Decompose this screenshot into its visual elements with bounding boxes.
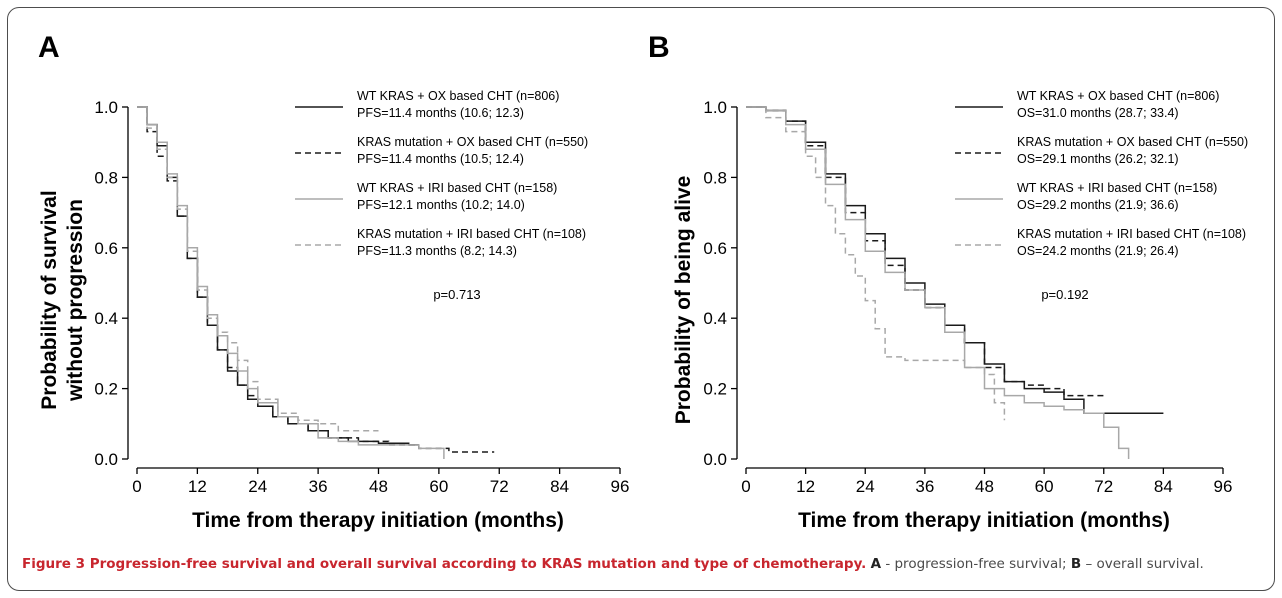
legend-median: PFS=11.3 months (8.2; 14.3) [357, 244, 517, 258]
legend-median: OS=29.2 months (21.9; 36.6) [1017, 198, 1179, 212]
legend-median: OS=29.1 months (26.2; 32.1) [1017, 152, 1179, 166]
y-tick-label: 0.6 [94, 239, 118, 258]
legend: WT KRAS + OX based CHT (n=806) OS=31.0 mo… [955, 89, 1248, 258]
x-tick-label: 72 [490, 477, 509, 496]
y-tick-label: 1.0 [94, 98, 118, 117]
series-curve-2 [137, 106, 495, 453]
caption-title: Figure 3 Progression-free survival and o… [22, 556, 866, 572]
series-curve-3 [137, 106, 445, 459]
legend-median: OS=31.0 months (28.7; 33.4) [1017, 106, 1179, 120]
panel-letter: B [648, 31, 670, 64]
legend-label: KRAS mutation + OX based CHT (n=550) [1017, 135, 1248, 149]
x-axis-title: Time from therapy initiation (months) [192, 509, 564, 532]
x-axis-title: Time from therapy initiation (months) [798, 509, 1170, 532]
legend-label: KRAS mutation + OX based CHT (n=550) [357, 135, 588, 149]
x-tick-label: 0 [741, 477, 750, 496]
panel-letter: A [38, 31, 60, 64]
x-tick-label: 60 [429, 477, 448, 496]
legend: WT KRAS + OX based CHT (n=806) PFS=11.4 m… [295, 89, 588, 258]
caption-b-text: – overall survival. [1085, 556, 1204, 572]
caption-title-text: Progression-free survival and overall su… [89, 556, 867, 572]
x-tick-label: 24 [248, 477, 267, 496]
x-tick-label: 12 [188, 477, 207, 496]
legend-label: WT KRAS + IRI based CHT (n=158) [1017, 181, 1217, 195]
legend-label: KRAS mutation + IRI based CHT (n=108) [1017, 227, 1246, 241]
x-tick-label: 12 [796, 477, 815, 496]
y-tick-label: 0.8 [703, 168, 727, 187]
axes: 0 12 24 36 48 60 72 84 96 0.0 0.2 0.4 0.6 0.8 1.0 [94, 98, 629, 496]
x-tick-label: 60 [1035, 477, 1054, 496]
y-tick-label: 0.6 [703, 239, 727, 258]
x-tick-label: 24 [856, 477, 875, 496]
series-curve-3 [746, 106, 1130, 459]
y-tick-label: 0.2 [94, 380, 118, 399]
x-tick-label: 36 [309, 477, 328, 496]
chart-panel-a: A Probability of survival without progre… [38, 31, 629, 532]
y-tick-label: 1.0 [703, 98, 727, 117]
legend-median: PFS=12.1 months (10.2; 14.0) [357, 198, 525, 212]
x-tick-label: 96 [1214, 477, 1233, 496]
legend-label: WT KRAS + OX based CHT (n=806) [357, 89, 559, 103]
series-curve-4 [746, 106, 1006, 421]
survival-curves [746, 106, 1164, 459]
caption-a-text: - progression-free survival; [885, 556, 1067, 572]
y-tick-label: 0.0 [703, 450, 727, 469]
axes: 0 12 24 36 48 60 72 84 96 0.0 0.2 0.4 0.6 0.8 1.0 [703, 98, 1232, 496]
legend-median: OS=24.2 months (21.9; 26.4) [1017, 244, 1179, 258]
x-tick-label: 48 [369, 477, 388, 496]
y-axis-title: Probability of being alive [672, 176, 695, 425]
legend-label: WT KRAS + OX based CHT (n=806) [1017, 89, 1219, 103]
y-tick-label: 0.4 [703, 309, 727, 328]
series-curve-4 [137, 106, 379, 432]
legend-median: PFS=11.4 months (10.5; 12.4) [357, 152, 524, 166]
y-tick-label: 0.2 [703, 380, 727, 399]
figure-caption: Figure 3 Progression-free survival and o… [22, 554, 1262, 574]
caption-b-letter: B [1070, 556, 1082, 572]
caption-a-letter: A [870, 556, 882, 572]
x-tick-label: 72 [1094, 477, 1113, 496]
survival-curves [137, 106, 495, 459]
legend-median: PFS=11.4 months (10.6; 12.3) [357, 106, 524, 120]
y-axis-title-line1: Probability of survival [38, 190, 61, 409]
y-tick-label: 0.8 [94, 168, 118, 187]
y-axis-title-line2: without progression [64, 199, 87, 402]
x-tick-label: 96 [611, 477, 630, 496]
legend-label: KRAS mutation + IRI based CHT (n=108) [357, 227, 586, 241]
x-tick-label: 48 [975, 477, 994, 496]
x-tick-label: 84 [1154, 477, 1173, 496]
p-value-label: p=0.192 [1041, 287, 1088, 302]
figure-frame [7, 7, 1275, 591]
x-tick-label: 36 [915, 477, 934, 496]
chart-panel-b: B Probability of being alive Time from t… [648, 31, 1248, 532]
p-value-label: p=0.713 [433, 287, 480, 302]
x-tick-label: 0 [132, 477, 141, 496]
y-tick-label: 0.0 [94, 450, 118, 469]
y-tick-label: 0.4 [94, 309, 118, 328]
figure-charts: A Probability of survival without progre… [38, 31, 1248, 532]
caption-label: Figure 3 [22, 556, 86, 572]
x-tick-label: 84 [550, 477, 569, 496]
legend-label: WT KRAS + IRI based CHT (n=158) [357, 181, 557, 195]
